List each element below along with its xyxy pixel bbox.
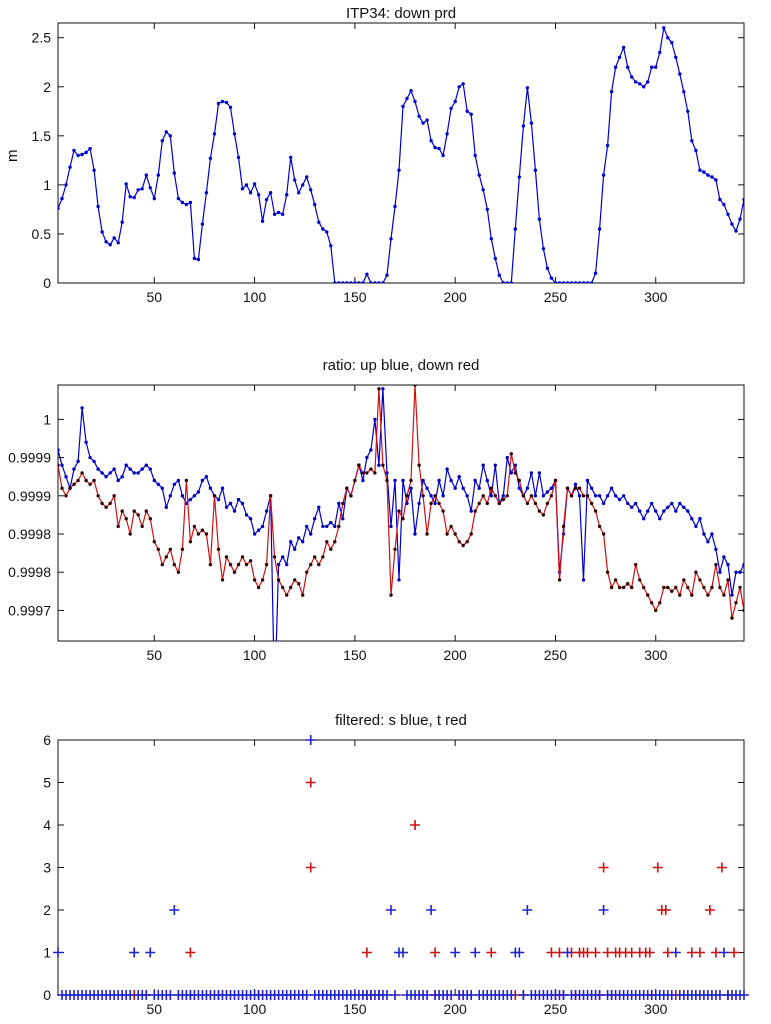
svg-text:50: 50: [146, 289, 162, 305]
svg-text:0: 0: [43, 987, 51, 1003]
svg-text:50: 50: [146, 647, 162, 663]
svg-text:2.5: 2.5: [32, 30, 52, 46]
svg-text:4: 4: [43, 817, 51, 833]
svg-text:100: 100: [243, 289, 267, 305]
svg-text:0.9998: 0.9998: [8, 526, 51, 542]
svg-text:1.5: 1.5: [32, 128, 52, 144]
svg-text:1: 1: [43, 411, 51, 427]
svg-text:250: 250: [544, 647, 568, 663]
svg-text:0.9997: 0.9997: [8, 602, 51, 618]
svg-text:1: 1: [43, 177, 51, 193]
svg-text:2: 2: [43, 902, 51, 918]
svg-text:3: 3: [43, 860, 51, 876]
top-plot-title: ITP34: down prd: [345, 5, 457, 22]
svg-text:300: 300: [644, 1001, 668, 1017]
svg-text:6: 6: [43, 732, 51, 748]
svg-text:1: 1: [43, 945, 51, 961]
svg-text:0: 0: [43, 275, 51, 291]
bottom-plot-title: filtered: s blue, t red: [335, 712, 467, 729]
svg-text:250: 250: [544, 289, 568, 305]
svg-text:150: 150: [343, 289, 367, 305]
svg-text:50: 50: [146, 1001, 162, 1017]
middle-plot-title: ratio: up blue, down red: [322, 357, 480, 374]
svg-text:300: 300: [644, 289, 668, 305]
svg-text:0.9998: 0.9998: [8, 564, 51, 580]
svg-text:2: 2: [43, 79, 51, 95]
svg-text:0.5: 0.5: [32, 226, 52, 242]
svg-text:250: 250: [544, 1001, 568, 1017]
svg-text:300: 300: [644, 647, 668, 663]
svg-text:150: 150: [343, 647, 367, 663]
svg-text:0.9999: 0.9999: [8, 488, 51, 504]
svg-text:200: 200: [443, 1001, 467, 1017]
svg-text:150: 150: [343, 1001, 367, 1017]
svg-text:0.9999: 0.9999: [8, 450, 51, 466]
svg-text:5: 5: [43, 775, 51, 791]
svg-text:200: 200: [443, 647, 467, 663]
svg-text:100: 100: [243, 647, 267, 663]
svg-text:100: 100: [243, 1001, 267, 1017]
svg-text:200: 200: [443, 289, 467, 305]
